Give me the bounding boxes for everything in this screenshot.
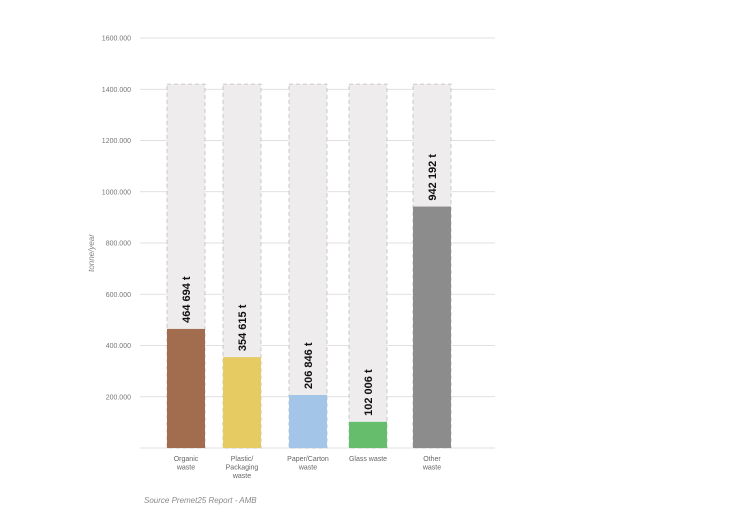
data-label: 102 006 t [363,369,375,416]
y-tick-label: 400.000 [106,343,131,350]
bar [223,357,261,448]
data-labels: 464 694 t 354 615 t 206 846 t 102 006 t 942 … [181,154,439,416]
source-note: Source Premet25 Report - AMB [144,496,257,505]
category-label-line: waste [176,465,195,472]
bars [166,83,452,449]
category-label: Other waste [422,456,442,472]
category-label: Glass waste [349,456,387,463]
category-label-line: Packaging [226,465,259,472]
category-label: Paper/Carton waste [287,456,329,472]
category-label-line: Organic [174,456,199,463]
y-axis-label: tonne/year [87,234,96,272]
y-tick-label: 1000.000 [102,189,131,196]
data-label: 464 694 t [181,276,193,323]
bar [349,421,387,448]
category-label: Plastic/Packaging waste [226,456,259,480]
bar-background [348,83,388,449]
category-label-line: waste [232,473,251,480]
data-label: 942 192 t [427,154,439,201]
y-tick-label: 1600.000 [102,36,131,43]
y-tick-label: 1200.000 [102,138,131,145]
bar-background [288,83,328,449]
category-label-line: Glass waste [349,456,387,463]
bar [167,328,205,448]
category-label: Organic waste [174,456,199,472]
category-label-line: Other [423,456,441,463]
y-tick-labels: 200.000 400.000 600.000 800.000 1000.000 1200… [102,36,131,402]
data-label: 354 615 t [237,304,249,351]
bar [413,206,451,448]
y-tick-label: 600.000 [106,292,131,299]
data-label: 206 846 t [303,342,315,389]
bar [289,394,327,448]
category-label-line: Paper/Carton [287,456,329,463]
y-tick-label: 1400.000 [102,87,131,94]
category-label-line: waste [422,465,441,472]
category-label-line: waste [298,465,317,472]
y-tick-label: 800.000 [106,241,131,248]
y-tick-label: 200.000 [106,394,131,401]
category-label-line: Plastic/ [231,456,254,463]
